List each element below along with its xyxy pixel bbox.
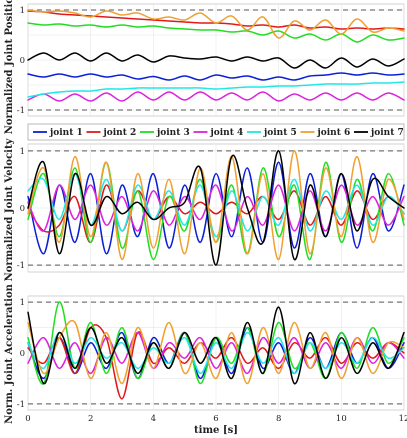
acceleration-x-tick-label: 6 bbox=[213, 414, 218, 424]
velocity-series-joint-4 bbox=[27, 184, 405, 232]
legend-label-joint-7: joint 7 bbox=[370, 128, 404, 138]
position-series-joint-7 bbox=[27, 52, 405, 69]
acceleration-series-joint-3 bbox=[27, 301, 405, 385]
velocity-y-ticks: -1 0 1 bbox=[17, 147, 25, 271]
position-series-joint-1 bbox=[27, 72, 405, 81]
legend-label-joint-3: joint 3 bbox=[156, 128, 190, 138]
velocity-series-joint-7 bbox=[27, 150, 405, 266]
position-y-tick-label: 0 bbox=[20, 56, 25, 66]
velocity-y-tick-label: 1 bbox=[20, 147, 25, 157]
acceleration-series bbox=[27, 301, 405, 400]
position-ylabel: Normalized Joint Position bbox=[4, 0, 15, 134]
legend-label-joint-6: joint 6 bbox=[317, 128, 351, 138]
acceleration-x-tick-label: 2 bbox=[88, 414, 93, 424]
legend-label-joint-5: joint 5 bbox=[263, 128, 297, 138]
legend-label-joint-1: joint 1 bbox=[49, 128, 83, 138]
position-y-tick-label: -1 bbox=[17, 106, 25, 116]
legend-label-joint-2: joint 2 bbox=[103, 128, 137, 138]
legend-label-joint-4: joint 4 bbox=[210, 128, 244, 138]
position-series-joint-4 bbox=[27, 91, 405, 102]
position-series bbox=[27, 9, 405, 102]
velocity-y-tick-label: -1 bbox=[17, 261, 25, 271]
acceleration-panel: -101 0 2 4 6 8 10 12 Norm. Joint Acceleration … bbox=[4, 283, 407, 436]
legend: joint 1 joint 2 joint 3 joint 4 joint 5 joint… bbox=[27, 123, 405, 141]
position-series-joint-6 bbox=[27, 9, 405, 39]
acceleration-series-joint-4 bbox=[27, 331, 405, 375]
position-panel: -1 0 1 Normalized Joint Position bbox=[4, 0, 405, 134]
acceleration-xlabel: time [s] bbox=[194, 425, 238, 436]
velocity-panel: -1 0 1 Normalized Joint Velocity bbox=[4, 137, 405, 281]
acceleration-x-tick-label: 12 bbox=[399, 414, 407, 424]
acceleration-x-ticks: 0 2 4 6 8 10 12 bbox=[25, 414, 407, 424]
velocity-y-tick-label: 0 bbox=[20, 204, 25, 214]
acceleration-x-tick-label: 8 bbox=[276, 414, 281, 424]
acceleration-series-joint-7 bbox=[27, 306, 405, 385]
velocity-series-joint-6 bbox=[27, 150, 405, 261]
position-grid bbox=[27, 4, 405, 116]
acceleration-x-tick-label: 0 bbox=[25, 414, 30, 424]
acceleration-ylabel: Norm. Joint Acceleration bbox=[4, 283, 15, 423]
velocity-series bbox=[27, 150, 405, 266]
position-series-joint-5 bbox=[27, 81, 405, 98]
legend-box bbox=[27, 123, 405, 141]
velocity-ylabel: Normalized Joint Velocity bbox=[4, 137, 15, 281]
position-y-tick-label: 1 bbox=[20, 6, 25, 16]
acceleration-y-ticks: -1 0 1 bbox=[17, 298, 25, 410]
position-y-ticks: -1 0 1 bbox=[17, 6, 25, 116]
acceleration-y-tick-label: 0 bbox=[20, 349, 25, 359]
acceleration-x-tick-label: 4 bbox=[151, 414, 156, 424]
acceleration-x-tick-label: 10 bbox=[336, 414, 347, 424]
acceleration-y-tick-label: 1 bbox=[20, 298, 25, 308]
acceleration-series-joint-6 bbox=[27, 320, 405, 385]
acceleration-y-tick-label: -1 bbox=[17, 400, 25, 410]
acceleration-series-joint-5 bbox=[27, 331, 405, 375]
